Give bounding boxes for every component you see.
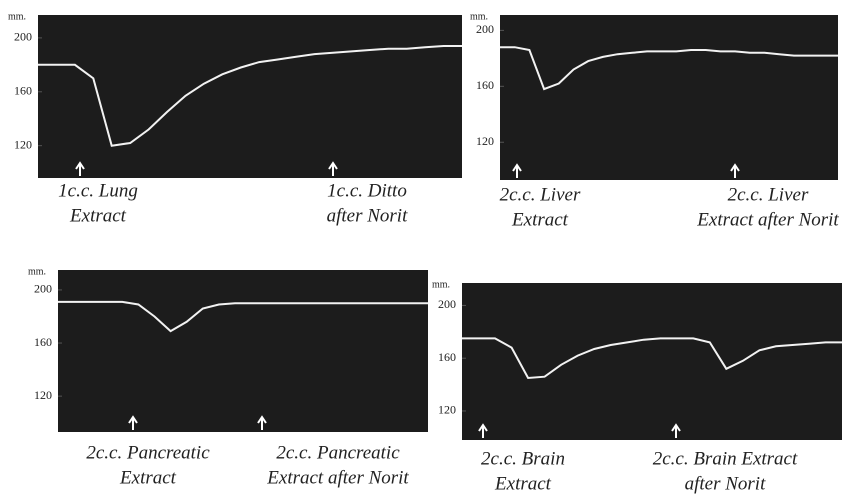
recording-panel [500, 15, 838, 180]
y-tick-label: 200 [438, 297, 456, 311]
y-tick-label: 200 [476, 22, 494, 36]
y-unit: mm. [8, 11, 26, 22]
annotation: Extract [119, 467, 177, 488]
annotation: after Norit [327, 205, 408, 226]
y-unit: mm. [470, 11, 488, 22]
y-tick-label: 160 [438, 350, 456, 364]
y-unit: mm. [28, 266, 46, 277]
annotation: 1c.c. Ditto [327, 180, 407, 201]
annotation: 2c.c. Liver [728, 184, 809, 205]
y-unit: mm. [432, 279, 450, 290]
annotation: Extract after Norit [266, 467, 409, 488]
annotation: 1c.c. Lung [58, 180, 138, 201]
y-tick-label: 120 [14, 137, 32, 151]
annotation: Extract [69, 205, 127, 226]
y-tick-label: 120 [476, 134, 494, 148]
y-tick-label: 200 [34, 282, 52, 296]
y-tick-label: 160 [14, 84, 32, 98]
annotation: 2c.c. Liver [500, 184, 581, 205]
recording-panel [38, 15, 462, 178]
y-tick-label: 160 [34, 335, 52, 349]
recording-panel [58, 270, 428, 432]
annotation: Extract [494, 473, 552, 494]
y-tick-label: 200 [14, 30, 32, 44]
annotation: 2c.c. Pancreatic [86, 442, 210, 463]
y-tick-label: 120 [34, 388, 52, 402]
y-tick-label: 120 [438, 403, 456, 417]
annotation: 2c.c. Pancreatic [276, 442, 400, 463]
figure: mm. 120 160 200 1c.c. Lung Extract 1c.c. Ditto… [0, 0, 857, 496]
annotation: Extract [511, 209, 569, 230]
annotation: 2c.c. Brain [481, 448, 565, 469]
annotation: 2c.c. Brain Extract [653, 448, 798, 469]
annotation: after Norit [685, 473, 766, 494]
annotation: Extract after Norit [696, 209, 839, 230]
y-tick-label: 160 [476, 78, 494, 92]
